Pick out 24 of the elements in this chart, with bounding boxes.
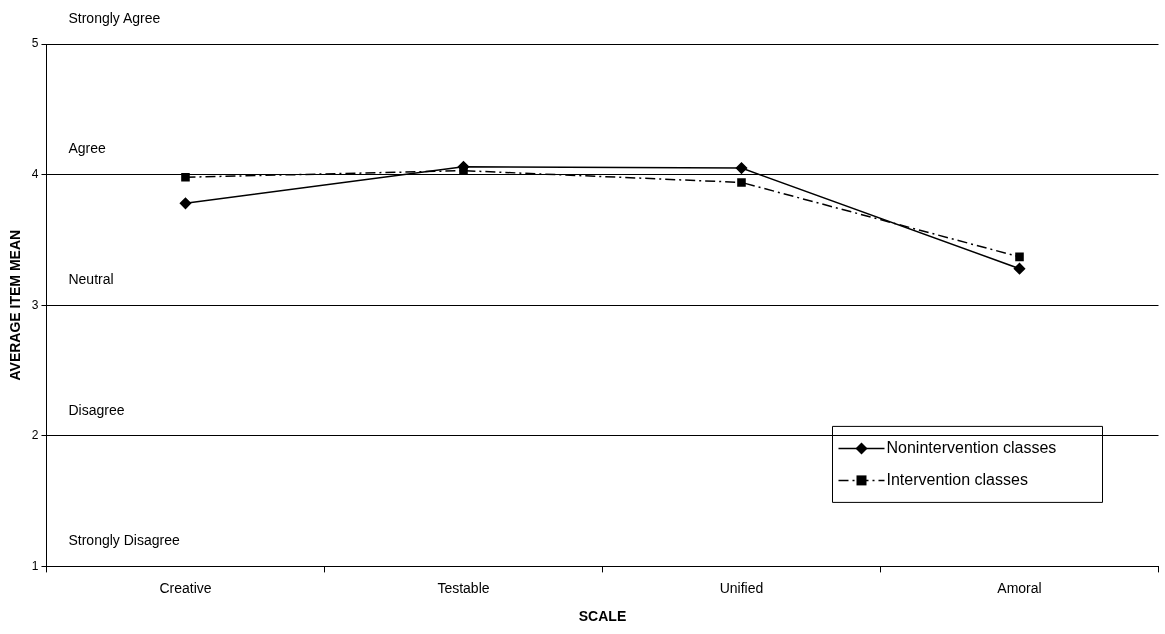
- annotation: Neutral: [68, 271, 114, 288]
- annotation: Agree: [68, 140, 107, 157]
- y-tick-label: 2: [31, 428, 39, 443]
- point: [735, 162, 748, 174]
- y-axis-title: AVERAGE ITEM MEAN: [7, 229, 24, 381]
- text: Strongly Agree: [68, 9, 161, 26]
- legend-label: Intervention classes: [886, 470, 1028, 488]
- y-tick-label: 5: [31, 36, 39, 51]
- x-axis-title: SCALE: [578, 608, 627, 625]
- x-tick-label: Amoral: [997, 579, 1042, 596]
- x-tick-label: Unified: [719, 579, 764, 596]
- point: [1013, 262, 1026, 275]
- y-tick-label: 3: [31, 297, 39, 312]
- point: [181, 172, 190, 182]
- y-tick-label: 4: [31, 166, 39, 181]
- point: [1015, 252, 1024, 262]
- point: [179, 197, 192, 210]
- x-tick-label: Creative: [159, 579, 212, 596]
- y-tick-label: 1: [31, 558, 39, 573]
- point: [737, 178, 746, 187]
- annotation: Disagree: [68, 401, 125, 418]
- annotation: Strongly Disagree: [68, 532, 180, 549]
- legend-label: Nonintervention classes: [886, 438, 1057, 456]
- x-tick-label: Testable: [437, 579, 490, 596]
